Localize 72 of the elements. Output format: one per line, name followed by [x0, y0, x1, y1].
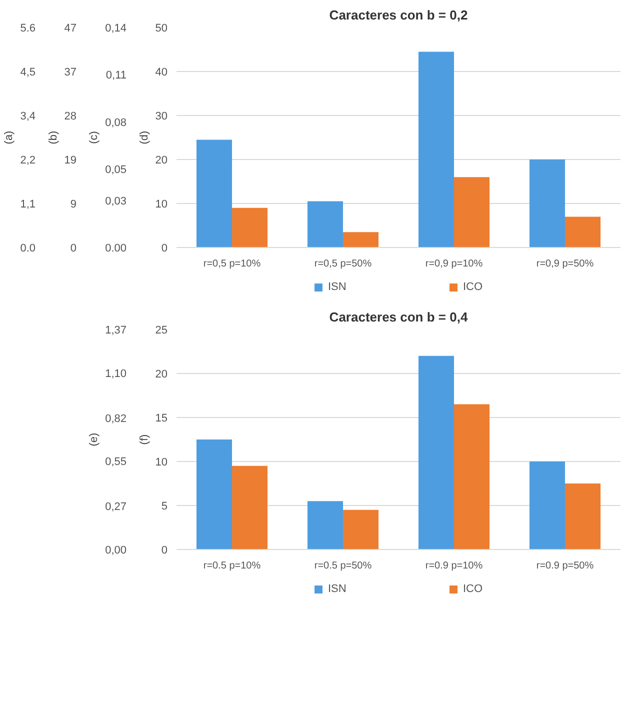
x-tick-label: r=0.5 p=10%: [203, 560, 261, 572]
bar: [307, 201, 343, 248]
y-tick-label: 5: [161, 500, 168, 512]
chart-title: Caracteres con b = 0,4: [329, 310, 468, 324]
bar: [307, 501, 343, 550]
chart-title: Caracteres con b = 0,2: [329, 8, 468, 22]
y2-tick-label: 0,05: [105, 164, 127, 176]
text: 28: [64, 110, 77, 122]
x-tick-label: r=0,5 p=50%: [314, 258, 372, 270]
text: 5.6: [20, 22, 36, 34]
y-tick-label: 0: [161, 242, 168, 254]
y-tick-label: 40: [155, 66, 168, 78]
text: 9: [70, 198, 77, 210]
y2-axis-title: (c): [88, 131, 100, 144]
y2-tick-label: 0,14: [105, 22, 127, 34]
bar: [418, 356, 454, 550]
x-tick-label: r=0,5 p=10%: [203, 258, 261, 270]
bar: [232, 466, 268, 550]
y2-tick-label: 0,55: [105, 456, 127, 468]
y-axis-title: (d): [138, 130, 150, 144]
y2-tick-label: 0,11: [106, 70, 126, 82]
y-tick-label: 20: [155, 368, 168, 380]
text: 3,4: [20, 110, 36, 122]
text: 1,1: [20, 198, 36, 210]
legend-label: ICO: [463, 583, 483, 595]
y-tick-label: 30: [155, 110, 168, 122]
y2-tick-label: 0,08: [105, 116, 127, 129]
y-tick-label: 25: [155, 324, 168, 336]
text: 4,5: [20, 66, 36, 78]
bar: [529, 462, 565, 550]
bar: [454, 177, 490, 248]
text: 47: [64, 22, 77, 34]
x-tick-label: r=0.9 p=50%: [536, 560, 594, 572]
y2-tick-label: 0,82: [105, 412, 127, 425]
text: (a): [3, 130, 16, 144]
y2-axis-title: (e): [88, 432, 100, 446]
y-tick-label: 10: [155, 456, 168, 468]
text: 19: [64, 154, 77, 166]
bar: [196, 140, 232, 248]
y2-tick-label: 0,27: [105, 501, 127, 514]
x-tick-label: r=0.9 p=10%: [425, 560, 483, 572]
legend-label: ISN: [328, 281, 348, 293]
bar: [565, 216, 601, 248]
x-tick-label: r=0.5 p=50%: [314, 560, 372, 572]
y-tick-label: 10: [155, 198, 168, 210]
bar: [343, 232, 379, 248]
bar: [343, 510, 379, 550]
y2-tick-label: 1,37: [105, 324, 127, 336]
x-tick-label: r=0,9 p=50%: [536, 258, 594, 270]
legend-label: ICO: [463, 281, 483, 293]
text: (b): [47, 130, 60, 144]
y2-tick-label: 0,00: [105, 544, 127, 556]
bar: [454, 404, 490, 550]
x-tick-label: r=0,9 p=10%: [425, 258, 483, 270]
y2-tick-label: 0.00: [105, 242, 127, 254]
legend-label: ISN: [328, 583, 348, 595]
y2-tick-label: 1,10: [105, 368, 127, 380]
bar: [418, 52, 454, 248]
bar: [232, 208, 268, 248]
y-tick-label: 0: [161, 544, 168, 556]
y-tick-label: 20: [155, 154, 168, 166]
y2-tick-label: 0,03: [105, 195, 127, 208]
y-tick-label: 15: [155, 412, 168, 424]
y-tick-label: 50: [155, 22, 168, 34]
bar: [196, 440, 232, 550]
y-axis-title: (f): [138, 434, 150, 445]
bar: [529, 160, 565, 248]
text: 0: [70, 242, 77, 254]
text: 37: [64, 66, 77, 78]
text: 2,2: [20, 154, 36, 166]
text: 0.0: [20, 242, 36, 254]
bar: [565, 484, 601, 550]
